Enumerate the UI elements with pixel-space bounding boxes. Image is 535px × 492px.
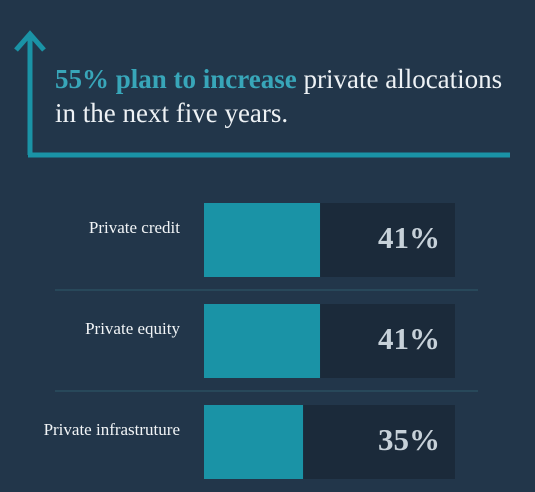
headline: 55% plan to increase private allocations… bbox=[55, 62, 515, 130]
value-label: 41% bbox=[378, 220, 440, 255]
arrow-head bbox=[14, 30, 46, 52]
bar bbox=[204, 203, 321, 277]
bar bbox=[204, 405, 304, 479]
value-label: 41% bbox=[378, 321, 440, 356]
value-label: 35% bbox=[378, 422, 440, 457]
category-label: Private credit bbox=[88, 218, 180, 237]
category-label: Private infrastruture bbox=[43, 420, 180, 439]
headline-text: private allocations in the next five yea… bbox=[55, 64, 503, 128]
category-label: Private equity bbox=[85, 319, 180, 338]
headline-emphasis: 55% plan to increase bbox=[55, 64, 297, 94]
bar bbox=[204, 304, 321, 378]
